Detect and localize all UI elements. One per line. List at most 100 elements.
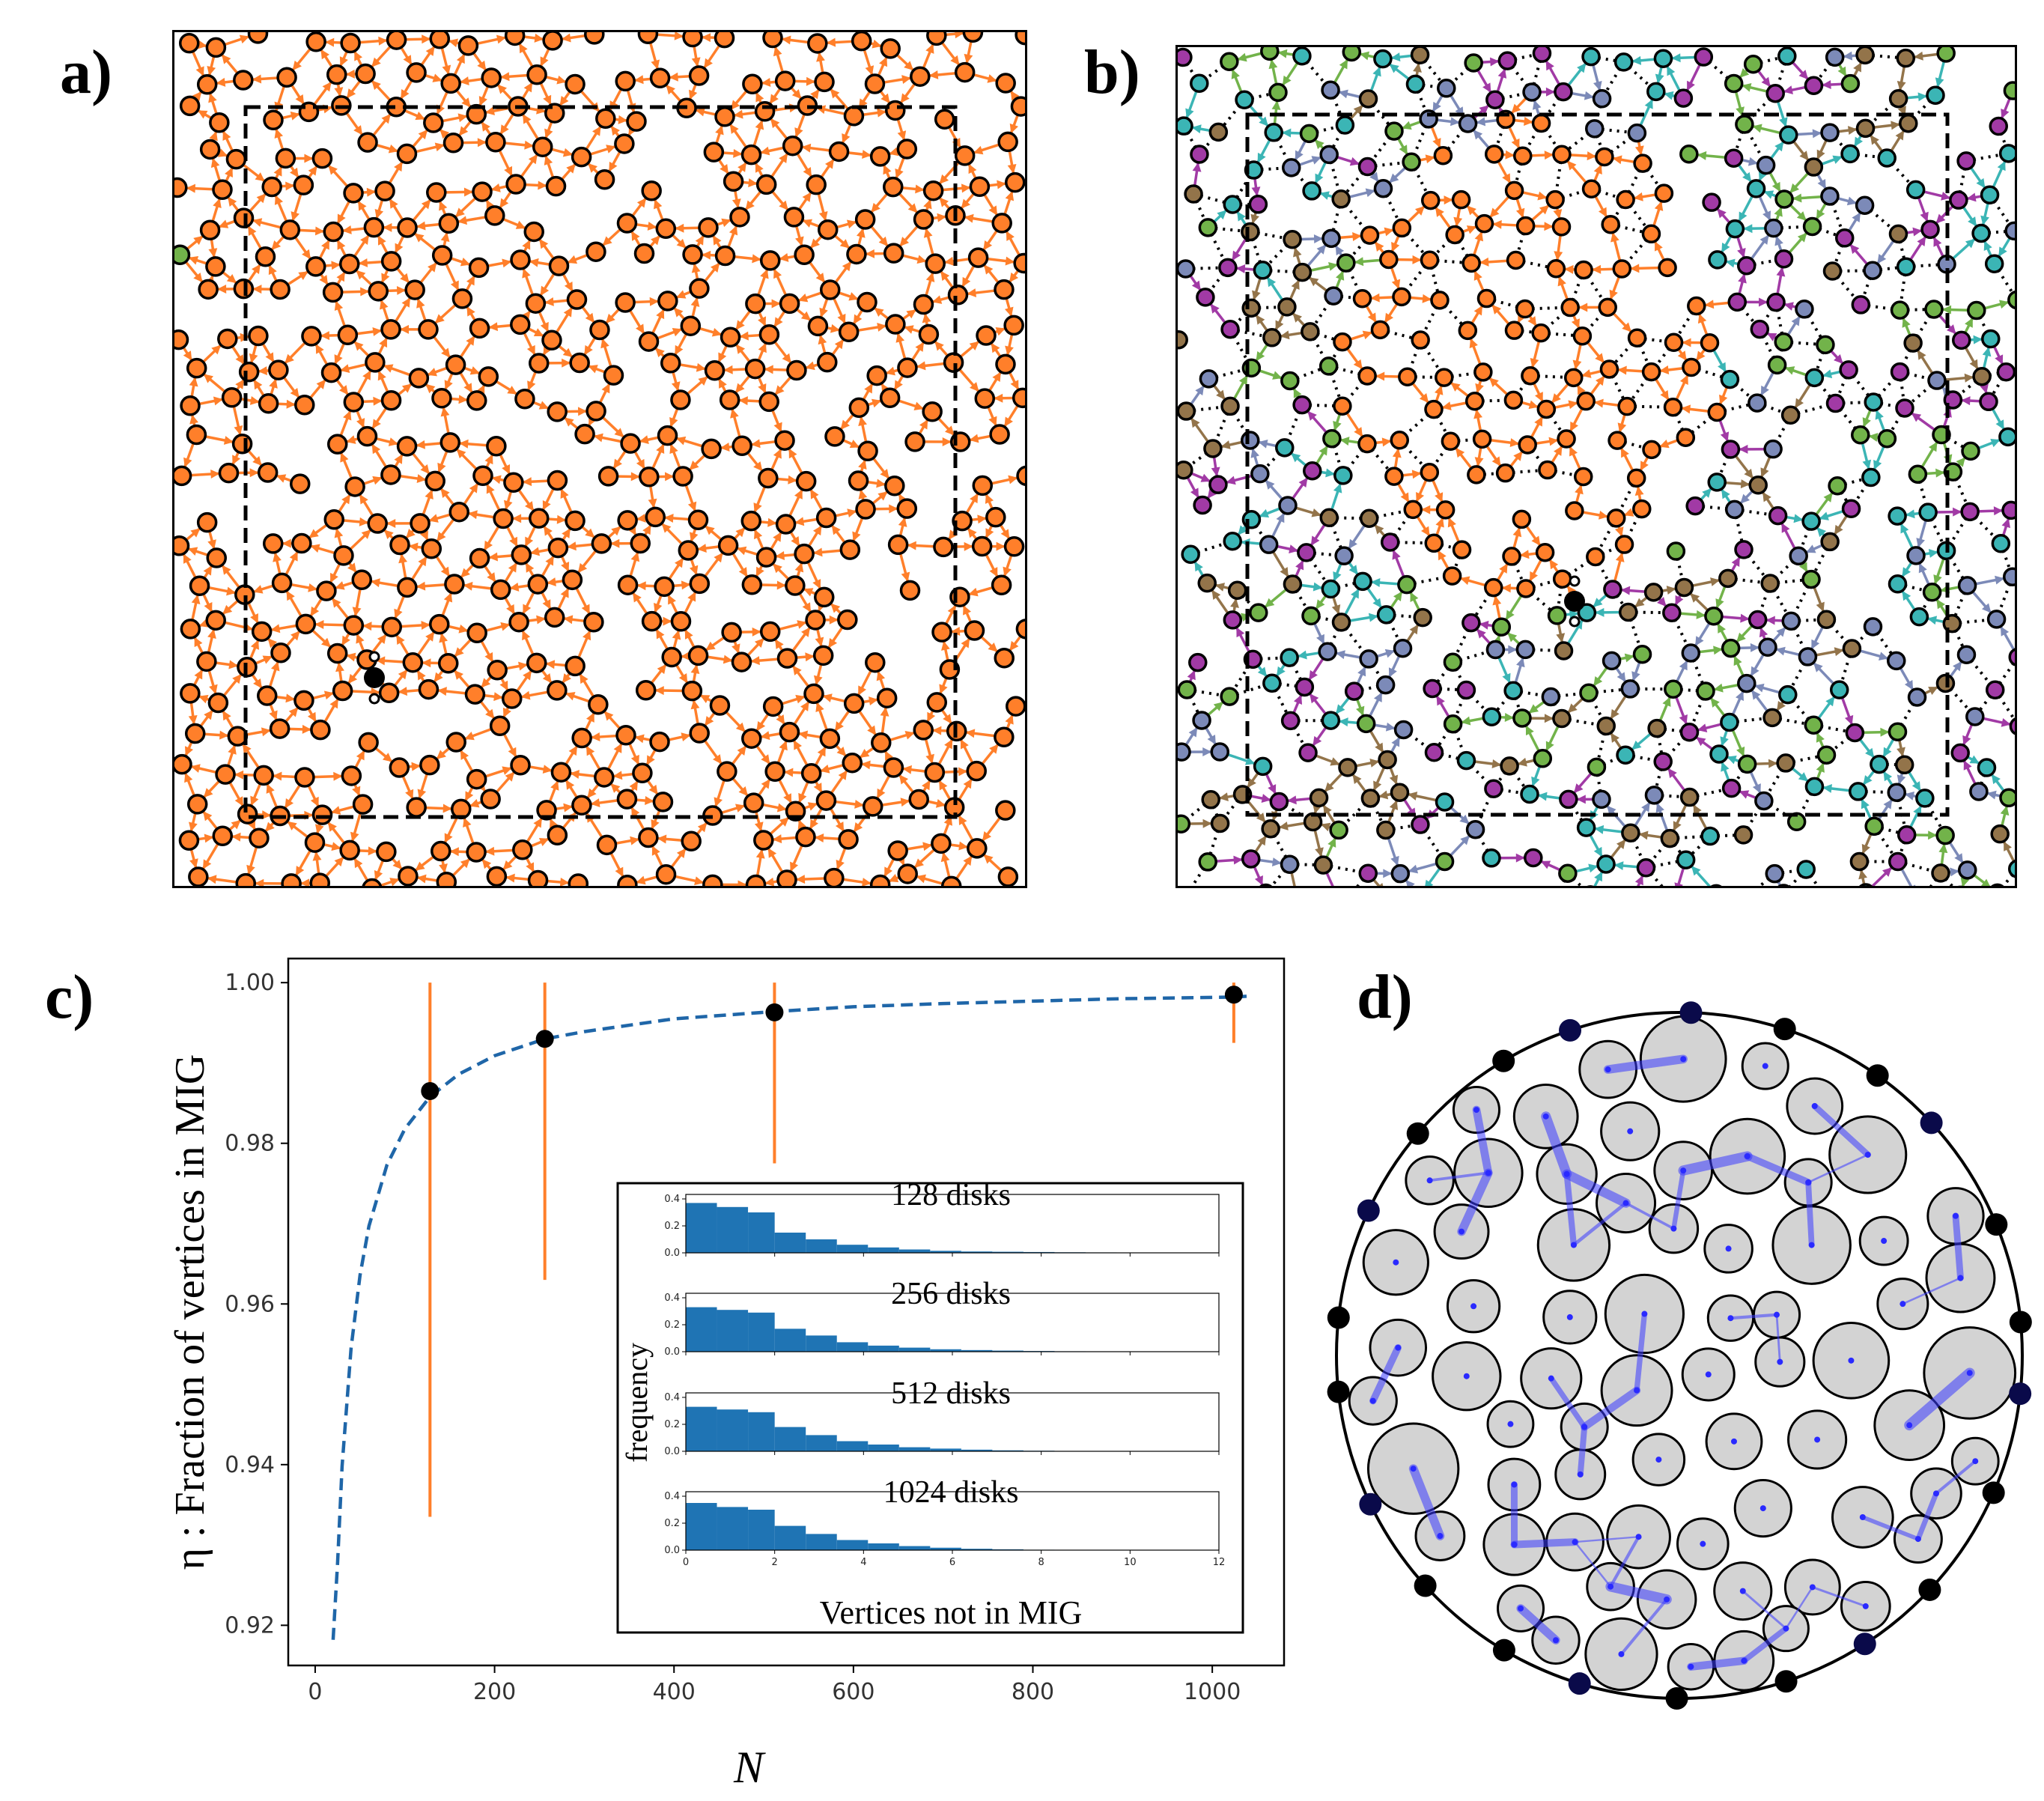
graph-vertex <box>759 250 781 271</box>
edge-arrowhead <box>1413 63 1422 73</box>
inset-x-tick-label: 4 <box>860 1557 866 1568</box>
edge-arrowhead <box>1010 91 1020 101</box>
edge-arrowhead <box>698 376 708 386</box>
edge-arrowhead <box>1525 725 1534 736</box>
edge-arrowhead <box>794 489 803 499</box>
inset-y-tick-label: 0.0 <box>664 1346 680 1358</box>
edge-arrowhead <box>1719 394 1728 405</box>
edge-arrowhead <box>419 530 428 541</box>
edge-arrowhead <box>995 327 1006 336</box>
edge-arrowhead <box>1664 91 1674 100</box>
edge-arrowhead <box>1739 211 1748 222</box>
graph-vertex <box>294 395 315 416</box>
graph-vertex <box>1298 743 1318 762</box>
graph-vertex <box>649 731 670 753</box>
edge-arrowhead <box>651 819 660 830</box>
histogram-bar <box>868 1543 899 1550</box>
edge-arrowhead <box>1502 672 1511 684</box>
edge-arrowhead <box>1825 696 1835 707</box>
graph-vertex <box>1781 611 1801 631</box>
edge-arrowhead <box>773 449 782 459</box>
edge-arrowhead <box>1731 556 1740 567</box>
edge-arrowhead <box>1584 91 1594 100</box>
edge-arrowhead <box>395 243 404 254</box>
edge-arrowhead <box>346 652 356 662</box>
edge-arrowhead <box>649 297 659 306</box>
mig-edge <box>1904 1367 1975 1431</box>
edge-arrowhead <box>1631 55 1642 65</box>
edge-arrowhead <box>1353 105 1363 115</box>
edge-arrowhead <box>394 454 403 464</box>
edge-arrowhead <box>372 419 381 429</box>
edge-arrowhead <box>377 235 386 246</box>
graph-vertex <box>758 467 779 489</box>
edge-arrowhead <box>1287 795 1297 805</box>
graph-vertex <box>1413 607 1432 628</box>
graph-vertex <box>311 148 333 169</box>
graph-vertex <box>985 506 1006 528</box>
edge-arrowhead <box>372 476 383 485</box>
mig-node <box>1410 1466 1417 1472</box>
graph-vertex <box>1599 359 1619 379</box>
edge-arrowhead <box>1702 488 1712 498</box>
graph-vertex <box>305 256 326 277</box>
graph-vertex <box>425 470 445 492</box>
graph-vertex <box>1521 365 1540 386</box>
graph-vertex <box>548 255 570 276</box>
graph-vertex <box>270 279 291 300</box>
graph-vertex <box>1193 495 1212 515</box>
graph-vertex <box>1533 749 1553 768</box>
graph-vertex <box>1280 854 1300 874</box>
edge-arrowhead <box>542 765 553 774</box>
edge-arrowhead <box>1420 526 1430 536</box>
edge-arrowhead <box>562 347 573 357</box>
graph-vertex <box>1292 262 1313 282</box>
edge-arrowhead <box>904 61 914 70</box>
edge-arrowhead <box>826 37 836 47</box>
edge-arrowhead <box>308 583 318 592</box>
edge-arrowhead <box>1895 130 1904 141</box>
graph-vertex <box>398 866 419 886</box>
graph-edge-dotted <box>1850 625 1874 650</box>
graph-vertex <box>995 353 1016 375</box>
edge-arrowhead <box>1713 646 1723 655</box>
edge-arrowhead <box>963 605 972 616</box>
graph-vertex <box>964 620 985 641</box>
edge-arrowhead <box>1276 512 1285 523</box>
edge-arrowhead <box>1384 312 1394 324</box>
graph-vertex <box>1822 261 1843 281</box>
edge-arrowhead <box>1666 586 1676 595</box>
graph-vertex <box>1596 854 1616 874</box>
edge-arrowhead <box>1293 247 1302 258</box>
graph-vertex <box>670 611 692 632</box>
edge-arrowhead <box>588 163 598 173</box>
edge-arrowhead <box>815 637 824 647</box>
graph-vertex <box>380 389 402 411</box>
graph-vertex <box>1197 573 1217 593</box>
histogram-bar <box>961 1449 993 1451</box>
edge-arrowhead <box>538 180 547 190</box>
edge-arrowhead <box>1776 267 1786 277</box>
edge-arrowhead <box>858 489 868 499</box>
graph-vertex <box>817 219 839 240</box>
graph-vertex <box>1801 511 1821 531</box>
mig-node <box>1972 1458 1979 1465</box>
edge-arrowhead <box>568 745 577 756</box>
edge-arrowhead <box>615 866 624 878</box>
mig-node <box>1655 1457 1662 1463</box>
graph-edge-dotted <box>1941 433 1971 453</box>
graph-vertex <box>1894 755 1914 775</box>
edge-arrowhead <box>434 314 445 324</box>
edge-arrowhead <box>1595 353 1605 363</box>
graph-edge-dotted <box>1310 329 1343 344</box>
graph-vertex <box>1198 218 1218 237</box>
edge-arrowhead <box>803 167 812 177</box>
edge-arrowhead <box>1389 64 1399 73</box>
edge-arrowhead <box>463 383 472 393</box>
graph-vertex <box>1269 792 1289 812</box>
edge-arrowhead <box>468 510 478 520</box>
graph-vertex <box>1643 583 1664 602</box>
edge-arrowhead <box>484 540 493 551</box>
edge-arrowhead <box>1883 799 1893 810</box>
graph-vertex <box>1636 858 1656 878</box>
